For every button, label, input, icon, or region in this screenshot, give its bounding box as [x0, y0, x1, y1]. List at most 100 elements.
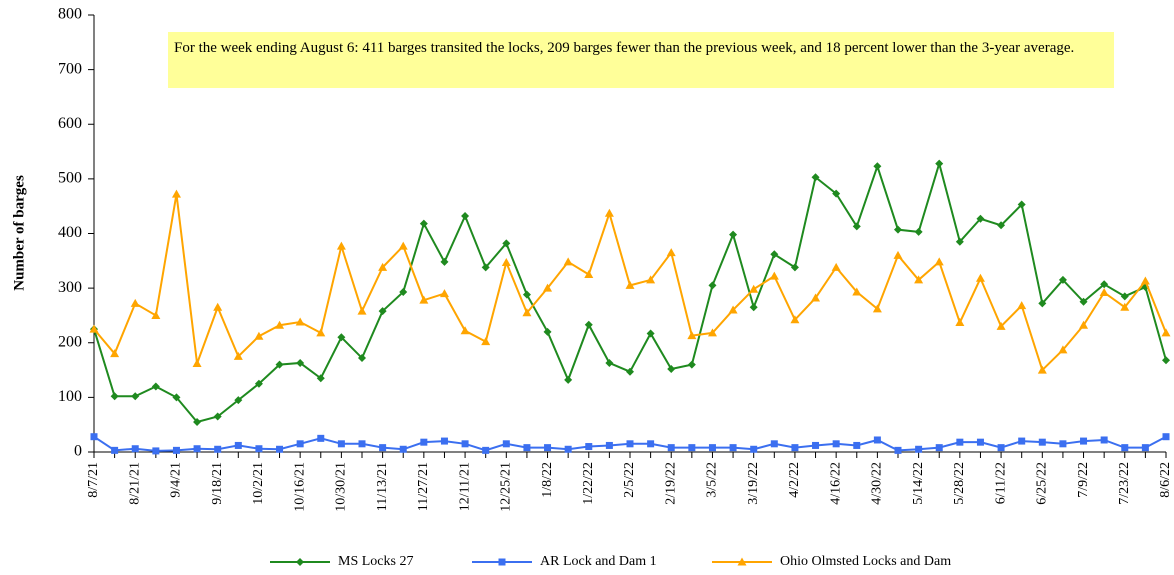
x-tick-label: 10/30/21 — [334, 462, 349, 512]
point — [997, 444, 1005, 452]
point — [832, 440, 840, 448]
x-tick-label: 8/7/21 — [86, 462, 101, 498]
point — [769, 271, 779, 280]
x-tick-label: 4/16/22 — [828, 462, 843, 505]
point — [296, 440, 304, 448]
point — [708, 444, 716, 452]
y-tick-label: 500 — [58, 170, 82, 187]
point — [1099, 287, 1109, 296]
x-tick-label: 4/30/22 — [870, 462, 885, 505]
point — [1059, 440, 1067, 448]
point — [171, 189, 181, 198]
x-tick-label: 11/27/21 — [416, 462, 431, 511]
point — [482, 446, 490, 454]
point — [316, 374, 325, 383]
point — [110, 392, 119, 401]
point — [420, 438, 428, 446]
x-tick-label: 6/11/22 — [993, 462, 1008, 504]
point — [996, 321, 1006, 330]
x-tick-label: 1/8/22 — [540, 462, 555, 498]
point — [192, 359, 202, 368]
point — [1037, 365, 1047, 374]
y-tick-label: 200 — [58, 333, 82, 350]
point — [151, 310, 161, 319]
point — [832, 189, 841, 198]
point — [812, 441, 820, 449]
point — [295, 317, 305, 326]
point — [440, 257, 449, 266]
point — [111, 446, 119, 454]
point — [481, 337, 491, 346]
point — [522, 290, 531, 299]
point — [605, 441, 613, 449]
point — [667, 444, 675, 452]
point — [1100, 436, 1108, 444]
point — [316, 328, 326, 337]
point — [1080, 437, 1088, 445]
point — [729, 444, 737, 452]
point — [275, 320, 285, 329]
point — [398, 241, 408, 250]
point — [419, 295, 429, 304]
point — [90, 433, 98, 441]
y-tick-label: 300 — [58, 279, 82, 296]
point — [358, 354, 366, 363]
point — [976, 438, 984, 446]
legend-label: MS Locks 27 — [338, 554, 413, 569]
point — [791, 444, 799, 452]
point — [193, 445, 201, 453]
point — [914, 227, 923, 236]
point — [461, 440, 469, 448]
point — [811, 173, 820, 182]
x-tick-label: 9/18/21 — [210, 462, 225, 505]
point — [501, 257, 511, 266]
point — [89, 324, 99, 333]
point — [481, 263, 490, 272]
point — [894, 225, 902, 234]
point — [543, 327, 552, 336]
point — [1018, 437, 1026, 445]
point — [646, 275, 656, 284]
point — [667, 364, 676, 373]
point — [625, 280, 635, 289]
x-tick-label: 4/2/22 — [787, 462, 802, 498]
x-tick-label: 12/25/21 — [499, 462, 514, 512]
y-tick-label: 700 — [58, 60, 82, 77]
point — [522, 308, 532, 317]
x-tick-label: 7/9/22 — [1076, 462, 1091, 498]
point — [770, 440, 778, 448]
x-tick-label: 10/16/21 — [292, 462, 307, 512]
point — [688, 444, 696, 452]
x-tick-label: 3/5/22 — [705, 462, 720, 498]
point — [956, 438, 964, 446]
point — [152, 447, 160, 455]
point — [544, 444, 552, 452]
point — [729, 230, 738, 239]
point — [337, 440, 345, 448]
point — [1038, 299, 1047, 308]
x-tick-label: 5/14/22 — [911, 462, 926, 505]
point — [749, 284, 759, 293]
point — [955, 318, 965, 327]
point — [894, 446, 902, 454]
point — [1100, 280, 1109, 289]
x-tick-label: 9/4/21 — [169, 462, 184, 498]
point — [853, 441, 861, 449]
point — [1162, 356, 1170, 365]
point — [440, 437, 448, 445]
point — [687, 331, 697, 340]
point — [955, 237, 964, 246]
point — [605, 358, 614, 367]
annotation: For the week ending August 6: 411 barges… — [168, 32, 1114, 88]
point — [975, 273, 985, 282]
point — [1017, 200, 1026, 209]
point — [254, 379, 263, 388]
point — [728, 305, 738, 314]
point — [255, 445, 263, 453]
point — [378, 307, 387, 316]
point — [523, 444, 531, 452]
point — [564, 375, 573, 384]
point — [563, 257, 573, 266]
x-tick-label: 10/2/21 — [251, 462, 266, 505]
